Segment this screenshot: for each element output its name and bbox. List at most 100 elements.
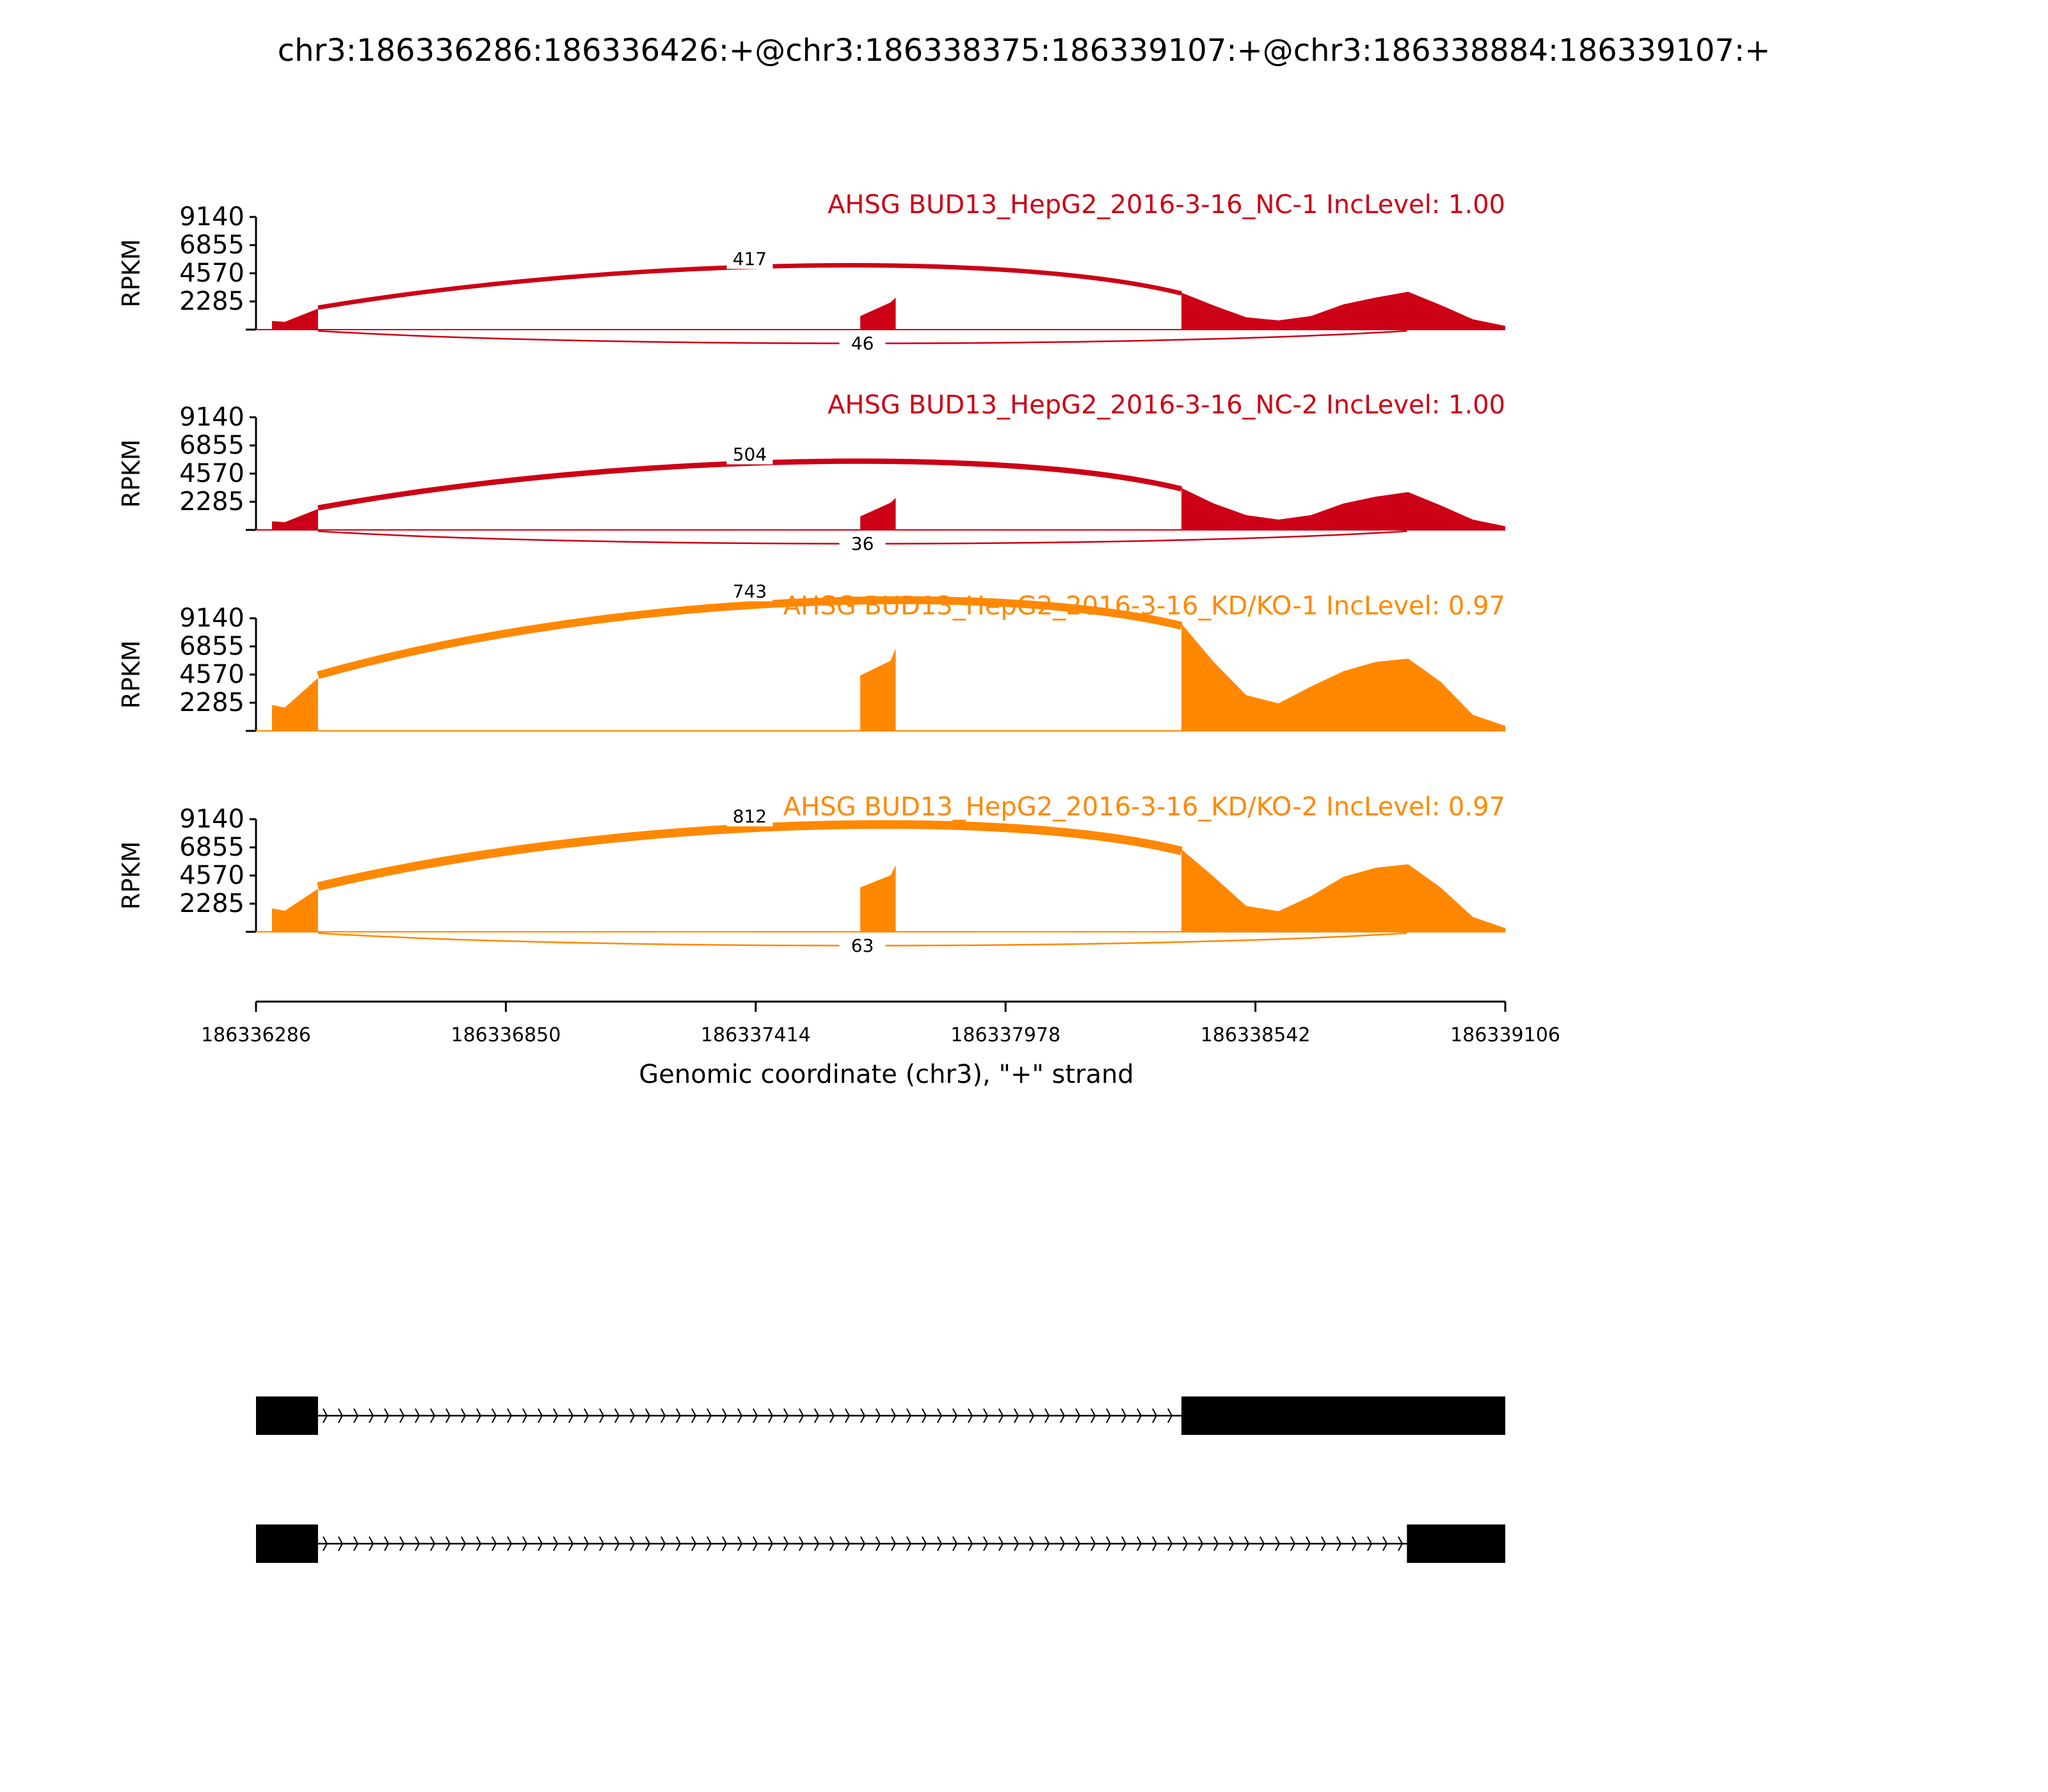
junction-count-label: 812	[733, 806, 767, 827]
x-tick-label: 186337978	[950, 1024, 1060, 1046]
junction-label-bg	[726, 579, 773, 602]
junction-count-label: 36	[851, 533, 874, 554]
transcript-models	[256, 1396, 1505, 1563]
strand-arrow	[568, 1408, 574, 1423]
panel-title: AHSG BUD13_HepG2_2016-3-16_NC-1 IncLevel…	[828, 190, 1505, 220]
strand-arrow	[676, 1408, 682, 1423]
strand-arrow	[323, 1408, 328, 1423]
y-tick-label: 6855	[179, 230, 244, 260]
strand-arrow	[860, 1536, 866, 1551]
strand-arrow	[1167, 1536, 1173, 1551]
strand-arrow	[1152, 1536, 1158, 1551]
strand-arrow	[737, 1536, 743, 1551]
strand-arrow	[415, 1408, 420, 1423]
x-axis: 186336286 186336850 186337414 186337978 1863…	[201, 1000, 1560, 1046]
strand-arrow	[568, 1536, 574, 1551]
strand-arrow	[1091, 1408, 1096, 1423]
strand-arrow	[768, 1408, 774, 1423]
strand-arrow	[645, 1408, 651, 1423]
strand-arrow	[799, 1536, 804, 1551]
strand-arrow	[1398, 1536, 1404, 1551]
strand-arrow	[369, 1408, 374, 1423]
strand-arrow	[876, 1536, 881, 1551]
exon-block	[256, 1524, 318, 1563]
panel-title: AHSG BUD13_HepG2_2016-3-16_KD/KO-2 IncLe…	[783, 792, 1505, 822]
strand-arrow	[522, 1408, 528, 1423]
coverage-middle-exon	[860, 297, 896, 330]
junction-label-bg	[839, 332, 886, 353]
coverage-exon2	[1181, 291, 1505, 330]
strand-arrow	[891, 1408, 897, 1423]
coverage-exon2	[1181, 488, 1505, 530]
strand-arrow	[338, 1536, 344, 1551]
strand-arrow	[998, 1536, 1004, 1551]
strand-arrow	[952, 1536, 958, 1551]
junction-label-bg	[726, 442, 773, 465]
strand-arrow	[614, 1408, 620, 1423]
strand-arrow	[1029, 1408, 1035, 1423]
strand-arrow	[399, 1536, 405, 1551]
coverage-exon1	[272, 308, 318, 330]
exon-block	[1181, 1396, 1505, 1435]
junction-count-label: 417	[733, 248, 767, 269]
x-tick-label: 186336286	[201, 1024, 311, 1046]
strand-arrow	[845, 1408, 851, 1423]
transcript-1	[256, 1396, 1505, 1435]
strand-arrow	[1275, 1536, 1281, 1551]
strand-arrow	[707, 1408, 712, 1423]
strand-arrow	[522, 1536, 528, 1551]
strand-arrow	[1244, 1536, 1250, 1551]
strand-arrow	[691, 1408, 697, 1423]
strand-arrow	[1106, 1536, 1112, 1551]
y-tick-label: 9140	[179, 604, 244, 633]
strand-arrow	[829, 1408, 835, 1423]
strand-arrow	[507, 1408, 513, 1423]
strand-arrow	[814, 1536, 820, 1551]
strand-arrow	[584, 1536, 589, 1551]
x-axis-label: Genomic coordinate (chr3), "+" strand	[639, 1060, 1133, 1089]
y-tick-label: 6855	[179, 632, 244, 661]
strand-arrow	[1198, 1536, 1204, 1551]
strand-arrow	[507, 1536, 513, 1551]
strand-arrow	[1121, 1536, 1127, 1551]
strand-arrow	[968, 1536, 973, 1551]
strand-arrow	[922, 1408, 927, 1423]
y-tick-label: 2285	[179, 487, 244, 516]
strand-arrow	[753, 1536, 758, 1551]
junction-arc	[317, 820, 1183, 891]
strand-arrow	[599, 1408, 605, 1423]
y-tick-label: 4570	[179, 660, 244, 689]
strand-arrow	[676, 1536, 682, 1551]
strand-arrow	[584, 1408, 589, 1423]
strand-arrow	[445, 1536, 451, 1551]
y-tick-label: 9140	[179, 202, 244, 232]
strand-arrow	[983, 1536, 989, 1551]
junction-arc	[317, 458, 1183, 511]
strand-arrow	[1091, 1536, 1096, 1551]
strand-arrow	[998, 1408, 1004, 1423]
strand-arrow	[1106, 1408, 1112, 1423]
coverage-exon1	[272, 678, 318, 731]
y-axis-label: RPKM	[117, 439, 145, 508]
strand-arrow	[983, 1408, 989, 1423]
strand-arrow	[338, 1408, 344, 1423]
coverage-middle-exon	[860, 648, 896, 731]
strand-arrow	[1029, 1536, 1035, 1551]
strand-arrow	[1382, 1536, 1388, 1551]
junction-label-bg	[839, 532, 886, 554]
strand-arrow	[660, 1536, 666, 1551]
strand-arrow	[968, 1408, 973, 1423]
strand-arrow	[1060, 1408, 1066, 1423]
y-axis-label: RPKM	[117, 239, 145, 307]
strand-arrow	[1167, 1408, 1173, 1423]
strand-arrow	[630, 1536, 636, 1551]
strand-arrow	[353, 1536, 359, 1551]
strand-arrow	[1075, 1536, 1081, 1551]
strand-arrow	[476, 1408, 482, 1423]
strand-arrow	[430, 1536, 436, 1551]
junction-label-bg	[726, 804, 773, 827]
x-tick-label: 186337414	[701, 1024, 811, 1046]
strand-arrow	[1121, 1408, 1127, 1423]
